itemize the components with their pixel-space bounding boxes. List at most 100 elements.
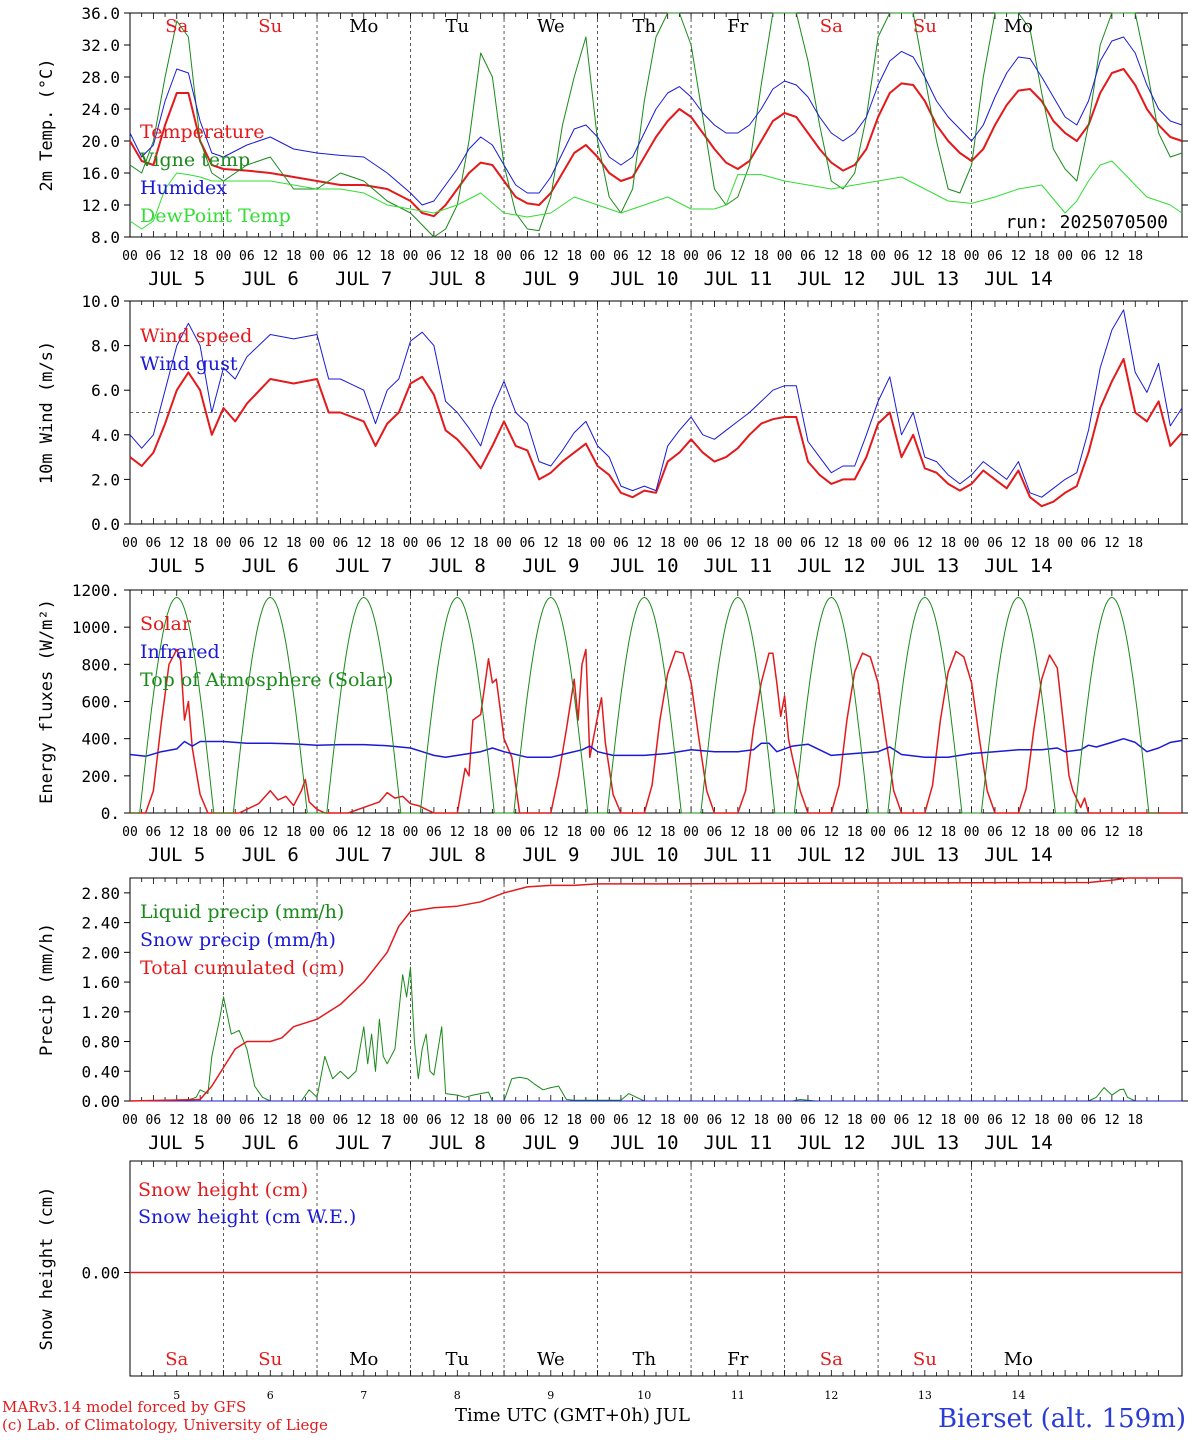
- y-tick-label: 2.00: [81, 943, 120, 962]
- legend-entry: Wind speed: [140, 325, 252, 347]
- hour-label: 00: [683, 1113, 699, 1128]
- legend-entry: Infrared: [140, 641, 220, 663]
- hour-label: 12: [1104, 1113, 1120, 1128]
- day-name: Su: [913, 16, 937, 37]
- hour-label: 18: [566, 536, 582, 551]
- hour-label: 00: [870, 536, 886, 551]
- hour-label: 18: [940, 825, 956, 840]
- hour-label: 00: [496, 825, 512, 840]
- date-label: JUL 14: [984, 268, 1053, 290]
- hour-label: 00: [309, 249, 325, 264]
- legend-entry: DewPoint Temp: [140, 205, 291, 227]
- day-name: Sa: [820, 1349, 843, 1370]
- y-tick-label: 800.: [81, 655, 120, 674]
- hour-label: 00: [870, 1113, 886, 1128]
- hour-label: 18: [379, 249, 395, 264]
- hour-label: 12: [636, 536, 652, 551]
- hour-label: 12: [636, 249, 652, 264]
- series-line-blue: [129, 309, 1183, 498]
- panel-frame: [129, 12, 1183, 238]
- hour-label: 18: [379, 536, 395, 551]
- hour-label: 12: [449, 825, 465, 840]
- hour-label: 00: [777, 825, 793, 840]
- hour-label: 12: [169, 249, 185, 264]
- hour-label: 00: [216, 1113, 232, 1128]
- hour-label: 06: [1081, 249, 1097, 264]
- hour-label: 06: [707, 249, 723, 264]
- hour-label: 12: [1104, 249, 1120, 264]
- day-number: 12: [824, 1389, 838, 1402]
- hour-label: 18: [1034, 249, 1050, 264]
- date-label: JUL 9: [522, 1132, 579, 1154]
- hour-label: 06: [239, 1113, 255, 1128]
- hour-label: 12: [543, 1113, 559, 1128]
- day-name: Fr: [727, 1349, 748, 1370]
- hour-label: 12: [262, 825, 278, 840]
- hour-label: 06: [987, 1113, 1003, 1128]
- hour-label: 12: [824, 249, 840, 264]
- day-name: We: [537, 1349, 565, 1370]
- legend-entry: Total cumulated (cm): [140, 957, 345, 979]
- date-label: JUL 14: [984, 1132, 1053, 1154]
- day-name: Mo: [349, 1349, 378, 1370]
- day-number: 5: [173, 1389, 180, 1402]
- date-label: JUL 11: [704, 268, 773, 290]
- date-label: JUL 7: [335, 844, 392, 866]
- hour-label: 18: [1127, 1113, 1143, 1128]
- date-label: JUL 6: [242, 1132, 299, 1154]
- hour-label: 12: [1011, 249, 1027, 264]
- day-name: Tu: [445, 1349, 469, 1370]
- day-number: 13: [918, 1389, 932, 1402]
- day-name: Fr: [727, 16, 748, 37]
- series-line-green: [130, 596, 1159, 814]
- hour-label: 12: [169, 536, 185, 551]
- hour-label: 18: [660, 825, 676, 840]
- y-tick-label: 6.0: [91, 381, 120, 400]
- hour-label: 12: [917, 825, 933, 840]
- day-name: Mo: [349, 16, 378, 37]
- date-label: JUL 5: [148, 555, 205, 577]
- hour-label: 00: [964, 825, 980, 840]
- panel-2: [124, 300, 1188, 525]
- date-label: JUL 5: [148, 268, 205, 290]
- panel-1: [124, 12, 1188, 238]
- hour-label: 06: [800, 825, 816, 840]
- hour-label: 00: [216, 536, 232, 551]
- hour-label: 18: [286, 825, 302, 840]
- hour-label: 06: [426, 1113, 442, 1128]
- hour-label: 18: [1034, 1113, 1050, 1128]
- hour-label: 00: [496, 1113, 512, 1128]
- hour-label: 06: [426, 825, 442, 840]
- hour-label: 00: [216, 825, 232, 840]
- series-line-red: [129, 68, 1183, 218]
- hour-label: 18: [660, 1113, 676, 1128]
- y-tick-label: 16.0: [81, 164, 120, 183]
- hour-label: 06: [613, 536, 629, 551]
- hour-label: 06: [333, 249, 349, 264]
- model-label: MARv3.14 model forced by GFS: [2, 1398, 247, 1416]
- hour-label: 12: [636, 1113, 652, 1128]
- hour-label: 18: [753, 825, 769, 840]
- hour-label: 06: [707, 1113, 723, 1128]
- y-tick-label: 8.0: [91, 228, 120, 247]
- legend-entry: Wind gust: [140, 353, 238, 375]
- date-label: JUL 10: [610, 1132, 679, 1154]
- hour-label: 18: [566, 249, 582, 264]
- hour-label: 12: [356, 825, 372, 840]
- panel-5: [124, 1160, 1183, 1377]
- hour-label: 00: [309, 825, 325, 840]
- hour-label: 06: [707, 825, 723, 840]
- hour-label: 18: [473, 249, 489, 264]
- lab-credit: (c) Lab. of Climatology, University of L…: [2, 1416, 328, 1434]
- date-label: JUL 12: [797, 844, 866, 866]
- date-label: JUL 5: [148, 844, 205, 866]
- hour-label: 00: [683, 825, 699, 840]
- hour-label: 12: [917, 1113, 933, 1128]
- hour-label: 12: [1011, 1113, 1027, 1128]
- hour-label: 18: [847, 1113, 863, 1128]
- date-label: JUL 9: [522, 844, 579, 866]
- hour-label: 12: [356, 249, 372, 264]
- hour-label: 00: [1057, 1113, 1073, 1128]
- series-line-red: [129, 877, 1182, 1102]
- hour-label: 06: [146, 249, 162, 264]
